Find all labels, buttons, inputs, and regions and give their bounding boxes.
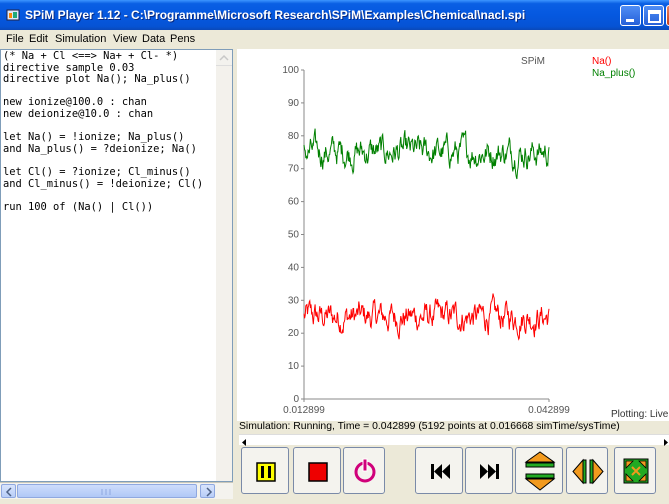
chevron-right-icon [206,487,213,497]
scroll-left-button[interactable] [1,484,16,498]
menu-simulation[interactable]: Simulation [55,33,107,45]
simulation-status: Simulation: Running, Time = 0.042899 (51… [239,421,620,432]
expand-horizontal-button[interactable] [566,447,608,494]
menu-pens[interactable]: Pens [170,33,196,45]
scroll-thumb[interactable] [17,484,197,498]
code-line[interactable]: and Cl_minus() = !deionize; Cl() [3,177,204,190]
maximize-button[interactable] [643,5,664,26]
series-line-na [303,293,550,341]
title-bar: SPiM Player 1.12 - C:\Programme\Microsof… [0,0,669,30]
chart-title: SPiM [521,56,545,67]
editor-horizontal-scrollbar[interactable] [0,482,233,499]
plot-panel: 0 10 20 30 40 50 60 70 80 90 100 0.012899 0.042899 SP… [237,49,669,421]
app-icon [6,9,20,21]
expand-vertical-button[interactable] [515,447,563,494]
code-line[interactable]: new deionize@10.0 : chan [3,107,154,120]
menu-file[interactable]: File [6,33,24,45]
code-line[interactable]: directive sample 0.03 [3,61,135,74]
code-line[interactable]: let Na() = !ionize; Na_plus() [3,131,185,144]
window-title: SPiM Player 1.12 - C:\Programme\Microsof… [25,8,526,22]
expand-vertical-icon [524,451,556,491]
y-tick-label: 90 [288,98,300,109]
y-tick-label: 50 [288,230,300,241]
y-tick-label: 100 [282,65,299,76]
code-line[interactable]: let Cl() = ?ionize; Cl_minus() [3,165,191,178]
fast-forward-button[interactable] [465,447,513,494]
scroll-up-button[interactable] [216,50,232,66]
menu-data[interactable]: Data [142,33,166,45]
minimize-icon [626,19,634,22]
y-tick-label: 80 [288,131,300,142]
close-button[interactable] [666,5,669,26]
y-tick-label: 70 [288,164,300,175]
editor-vertical-scrollbar[interactable] [216,50,232,481]
code-editor[interactable]: (* Na + Cl <==> Na+ + Cl- *) directive sa… [0,49,233,482]
fast-forward-icon [480,464,499,479]
rewind-icon [431,464,450,479]
pane-splitter[interactable] [233,49,237,499]
y-tick-label: 0 [293,394,299,405]
stop-icon [308,462,328,482]
menu-view[interactable]: View [113,33,137,45]
y-tick-label: 20 [288,328,300,339]
fullscreen-icon [623,458,649,484]
power-button[interactable] [343,447,385,494]
pause-icon [256,462,276,482]
x-tick-label: 0.012899 [283,405,325,416]
scroll-right-button[interactable] [200,484,215,498]
code-text[interactable]: (* Na + Cl <==> Na+ + Cl- *) directive sa… [3,51,216,213]
chevron-left-icon [5,487,12,497]
plotting-label: Plotting: Live [611,409,669,420]
plot-chart: 0 10 20 30 40 50 60 70 80 90 100 0.012899 0.042899 SP… [282,56,669,420]
window-bottom-border [0,499,669,504]
y-tick-label: 30 [288,295,300,306]
legend-entry: Na_plus() [592,68,635,79]
y-tick-label: 10 [288,361,300,372]
pause-button[interactable] [241,447,289,494]
scroll-arrows [242,439,668,446]
plot-horizontal-scrollbar[interactable] [239,434,669,446]
grip-icon [101,489,111,495]
menu-edit[interactable]: Edit [29,33,48,45]
code-line[interactable]: new ionize@100.0 : chan [3,96,147,109]
stop-button[interactable] [293,447,341,494]
code-line[interactable]: directive plot Na(); Na_plus() [3,73,191,86]
series-line-na-plus [303,128,550,180]
power-icon [354,458,376,483]
minimize-button[interactable] [620,5,641,26]
x-tick-label: 0.042899 [528,405,570,416]
code-line[interactable] [3,190,216,202]
code-line[interactable]: run 100 of (Na() | Cl()) [3,200,154,213]
code-line[interactable]: (* Na + Cl <==> Na+ + Cl- *) [3,51,179,62]
y-tick-label: 60 [288,197,300,208]
chevron-up-icon [219,54,229,61]
y-tick-label: 40 [288,262,300,273]
maximize-icon [648,10,661,23]
rewind-button[interactable] [415,447,463,494]
legend-entry: Na() [592,56,611,67]
expand-horizontal-icon [572,458,604,485]
menu-bar: File Edit Simulation View Data Pens [0,30,669,48]
fullscreen-button[interactable] [614,447,656,494]
code-line[interactable]: and Na_plus() = ?deionize; Na() [3,142,197,155]
